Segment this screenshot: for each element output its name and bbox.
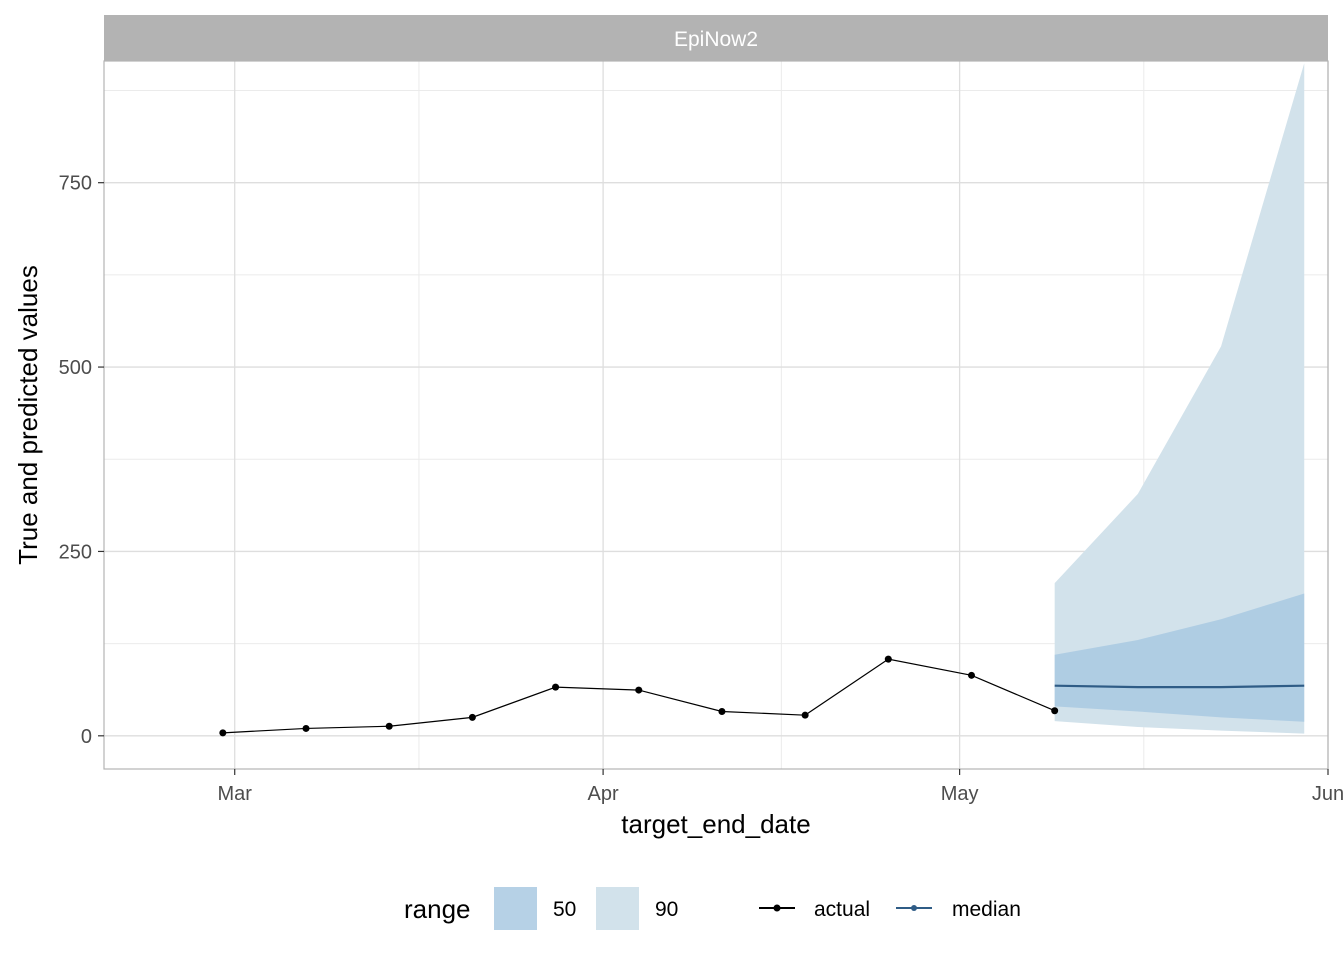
x-tick-label: May — [941, 783, 979, 805]
facet-title: EpiNow2 — [674, 28, 758, 51]
data-point-actual — [302, 724, 310, 732]
facet-strip — [104, 15, 1328, 61]
data-point-actual — [385, 722, 393, 730]
x-axis: Mar Apr May Jun — [217, 769, 1344, 805]
panel-border — [103, 60, 1329, 770]
legend-label-median: median — [952, 898, 1021, 921]
range-band-50 — [1054, 593, 1305, 722]
data-point-actual — [552, 683, 560, 691]
y-tick-label: 250 — [59, 541, 92, 563]
data-point-actual — [718, 707, 726, 715]
x-axis-title: target_end_date — [621, 809, 810, 839]
range-band-90 — [1054, 63, 1305, 734]
legend-label-range-50: 50 — [553, 898, 576, 921]
legend-title: range — [404, 894, 471, 924]
legend-label-range-90: 90 — [655, 898, 678, 921]
data-point-actual — [884, 655, 892, 663]
data-point-actual — [635, 686, 643, 694]
y-tick-label: 500 — [59, 357, 92, 379]
series-points — [219, 655, 1059, 737]
data-point-actual — [967, 671, 975, 679]
prediction-ranges — [1054, 63, 1305, 734]
x-tick-label: Mar — [217, 783, 252, 805]
legend-key-range-50 — [494, 887, 537, 930]
legend-label-actual: actual — [814, 898, 870, 921]
data-point-actual — [801, 711, 809, 719]
y-tick-label: 750 — [59, 173, 92, 195]
data-point-actual — [219, 729, 227, 737]
y-axis-title: True and predicted values — [13, 265, 43, 565]
legend-key-median-point — [911, 905, 917, 911]
series-line-median — [1054, 684, 1305, 689]
legend: range 50 90 actual median — [404, 887, 1021, 930]
data-point-actual — [1051, 707, 1059, 715]
legend-key-range-90 — [596, 887, 639, 930]
y-tick-label: 0 — [81, 726, 92, 748]
data-point-actual — [468, 713, 476, 721]
y-axis: 0 250 500 750 — [59, 173, 104, 748]
x-tick-label: Jun — [1312, 783, 1344, 805]
legend-key-actual-point — [773, 904, 781, 912]
x-tick-label: Apr — [588, 783, 619, 805]
